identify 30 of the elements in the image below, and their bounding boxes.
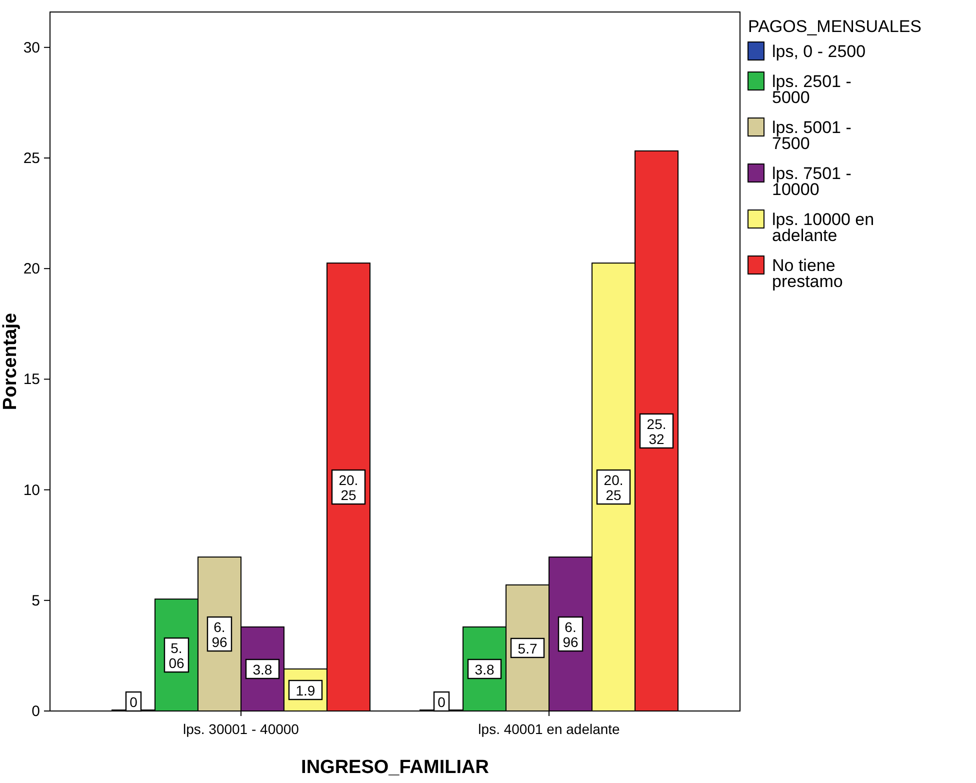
data-label: 20. 25 [338, 472, 358, 504]
x-axis-title: INGRESO_FAMILIAR [301, 757, 490, 778]
y-tick-label: 20 [23, 260, 40, 278]
data-label: 0 [130, 694, 138, 710]
legend-label: lps. 7501 - 10000 [772, 164, 852, 199]
data-label: 25. 32 [646, 416, 666, 447]
legend-label: lps. 2501 - 5000 [772, 72, 852, 107]
data-label: 3.8 [474, 661, 494, 678]
legend-label: lps, 0 - 2500 [772, 42, 866, 61]
data-label: 6. 96 [562, 619, 579, 650]
legend-title: PAGOS_MENSUALES [748, 17, 922, 36]
data-label: 1.9 [296, 682, 316, 698]
x-tick-label: lps. 30001 - 40000 [182, 721, 300, 737]
y-axis-title: Porcentaje [0, 312, 21, 410]
legend-label: No tiene prestamo [772, 256, 843, 291]
legend-label: lps. 10000 en adelante [772, 210, 874, 245]
y-tick-label: 25 [23, 150, 40, 167]
data-label: 3.8 [252, 661, 272, 678]
data-label: 20. 25 [604, 472, 624, 504]
y-tick-label: 5 [32, 592, 40, 610]
y-tick-label: 15 [23, 371, 40, 388]
y-tick-label: 10 [23, 482, 40, 499]
data-label: 6. 96 [212, 619, 228, 650]
x-tick-label: lps. 40001 en adelante [478, 721, 620, 737]
data-label: 5. 06 [168, 640, 184, 672]
y-tick-label: 0 [32, 703, 40, 720]
data-label: 5.7 [518, 640, 538, 656]
legend-label: lps. 5001 - 7500 [772, 118, 852, 153]
data-label: 0 [438, 694, 446, 710]
y-tick-label: 30 [23, 39, 40, 56]
